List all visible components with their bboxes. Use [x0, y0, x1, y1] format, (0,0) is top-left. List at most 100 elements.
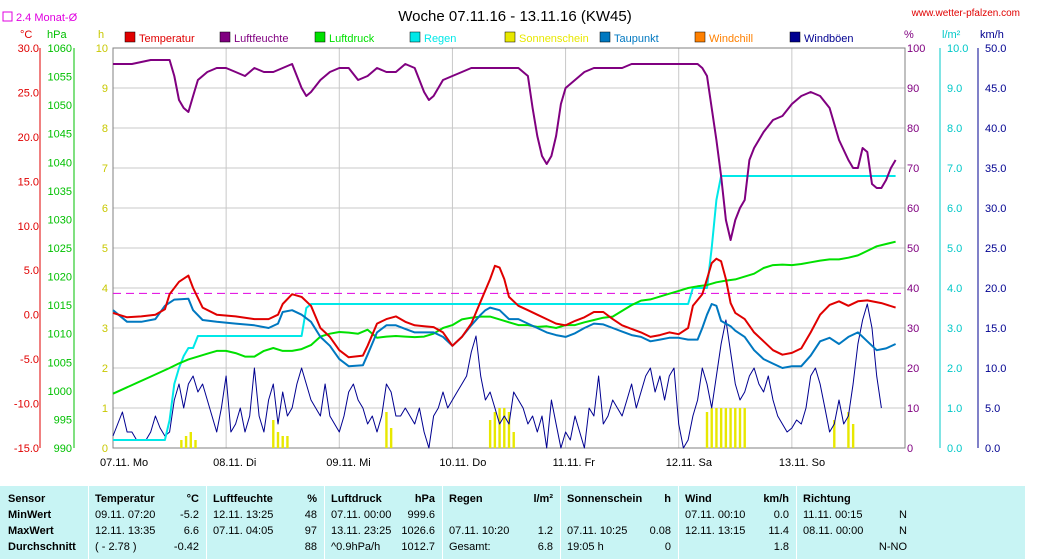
humidity-tick-label: 50	[907, 243, 919, 255]
wind-tick-label: 30.0	[985, 203, 1006, 215]
legend-swatch	[314, 31, 326, 43]
humidity-axis-unit: %	[904, 29, 914, 41]
pressure-tick-label: 1040	[48, 157, 72, 169]
sunshine-bar	[276, 432, 280, 448]
rain-tick-label: 3.0	[947, 323, 962, 335]
pressure-tick-label: 1030	[48, 214, 72, 226]
wind-tick-label: 10.0	[985, 363, 1006, 375]
legend-swatch	[219, 31, 231, 43]
series-line-windböen	[112, 303, 882, 449]
sun-max-time: 07.11. 10:25	[567, 525, 628, 537]
series-lines	[112, 59, 897, 449]
wind-tick-label: 20.0	[985, 283, 1006, 295]
rain-total-value: 6.8	[537, 541, 553, 553]
stats-header-rain: Regen	[449, 493, 483, 505]
dir-min-value: N	[899, 509, 907, 521]
pressure-tick-label: 1010	[48, 329, 72, 341]
sunshine-bar	[705, 412, 709, 448]
temp-tick-label: 15.0	[18, 176, 39, 188]
rain-tick-label: 5.0	[947, 243, 962, 255]
sunshine-bars	[180, 408, 855, 448]
legend-label: Windböen	[804, 33, 854, 45]
wind-max-value: 11.4	[768, 525, 789, 537]
x-tick-label: 08.11. Di	[213, 457, 256, 469]
temp-max-value: 6.6	[183, 525, 199, 537]
series-line-luftfeuchte	[113, 59, 897, 241]
pressure-tick-label: 1005	[48, 357, 72, 369]
pressure-tick-label: 995	[54, 414, 72, 426]
wind-tick-label: 50.0	[985, 43, 1006, 55]
rain-tick-label: 8.0	[947, 123, 962, 135]
statistics-table: Sensor MinWert MaxWert Durchschnitt Temp…	[0, 486, 1025, 559]
rain-tick-label: 2.0	[947, 363, 962, 375]
sunshine-bar	[281, 436, 284, 448]
website-link[interactable]: www.wetter-pfalzen.com	[911, 8, 1020, 19]
hum-max-time: 07.11. 04:05	[213, 525, 274, 537]
wind-avg-value: 1.8	[773, 541, 789, 553]
wind-axis-unit: km/h	[980, 29, 1004, 41]
humidity-tick-label: 80	[907, 123, 919, 135]
sun-tick-label: 6	[102, 203, 108, 215]
stats-header-sun: Sonnenschein	[567, 493, 643, 505]
x-tick-label: 13.11. So	[779, 457, 825, 469]
stats-header-sensor: Sensor	[8, 493, 46, 505]
sunshine-bar	[493, 412, 497, 448]
series-line-luftdruck	[112, 240, 896, 395]
wind-tick-label: 5.0	[985, 403, 1000, 415]
hum-avg-value: 88	[304, 541, 317, 553]
legend-label: Luftdruck	[329, 33, 375, 45]
sun-tick-label: 10	[96, 43, 108, 55]
sunshine-bar	[738, 408, 742, 448]
stats-header-temp-unit: °C	[186, 493, 199, 505]
legend-label: Luftfeuchte	[234, 33, 288, 45]
series-line-regen	[113, 175, 896, 441]
temp-tick-label: 20.0	[18, 132, 39, 144]
rain-total-label: Gesamt:	[449, 541, 491, 553]
pressure-tick-label: 1055	[48, 72, 72, 84]
rain-tick-label: 1.0	[947, 403, 962, 415]
sunshine-bar	[272, 420, 275, 448]
temp-tick-label: 30.0	[18, 43, 39, 55]
x-tick-label: 09.11. Mi	[326, 457, 370, 469]
legend-swatch	[599, 31, 611, 43]
sunshine-bar	[184, 436, 188, 448]
sunshine-bar	[389, 428, 393, 448]
sun-axis-unit: h	[98, 29, 104, 41]
stats-row-label: Durchschnitt	[8, 541, 76, 553]
sunshine-bar	[286, 436, 289, 448]
temp-avg-value: -0.42	[173, 541, 199, 553]
sun-tick-label: 1	[102, 403, 108, 415]
stats-header-humidity: Luftfeuchte	[213, 493, 273, 505]
sun-tick-label: 7	[102, 163, 108, 175]
x-tick-label: 11.11. Fr	[553, 457, 596, 469]
weather-chart: Woche 07.11.16 - 13.11.16 (KW45) www.wet…	[2, 8, 1020, 469]
pressure-tick-label: 1000	[48, 386, 72, 398]
legend-swatch	[124, 31, 136, 43]
sunshine-bar	[189, 432, 192, 448]
pressure-tick-label: 1045	[48, 129, 72, 141]
temp-tick-label: -10.0	[14, 399, 39, 411]
sunshine-bar	[833, 420, 836, 448]
pressure-tick-label: 1020	[48, 272, 72, 284]
humidity-tick-label: 40	[907, 283, 919, 295]
humidity-tick-label: 90	[907, 83, 919, 95]
sunshine-bar	[194, 440, 197, 448]
temp-tick-label: -15.0	[14, 443, 39, 455]
series-line-taupunkt	[112, 297, 897, 369]
temp-avg-note: ( - 2.78 )	[95, 541, 137, 553]
pressure-tick-label: 1050	[48, 100, 72, 112]
press-trend: ^0.9hPa/h	[331, 541, 381, 553]
stats-header-direction: Richtung	[803, 493, 851, 505]
rain-max-time: 07.11. 10:20	[449, 525, 510, 537]
sun-max-value: 0.08	[649, 525, 671, 537]
pressure-tick-label: 990	[54, 443, 72, 455]
temp-min-value: -5.2	[180, 509, 199, 521]
x-tick-label: 12.11. Sa	[666, 457, 713, 469]
pressure-tick-label: 1035	[48, 186, 72, 198]
temp-max-time: 12.11. 13:35	[95, 525, 156, 537]
x-tick-label: 10.11. Do	[439, 457, 486, 469]
pressure-tick-label: 1015	[48, 300, 72, 312]
chart-title: Woche 07.11.16 - 13.11.16 (KW45)	[398, 8, 631, 25]
pressure-tick-label: 1060	[48, 43, 72, 55]
sun-tick-label: 5	[102, 243, 108, 255]
